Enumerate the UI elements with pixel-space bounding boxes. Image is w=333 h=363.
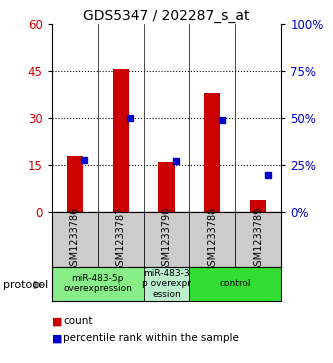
Text: GDS5347 / 202287_s_at: GDS5347 / 202287_s_at — [83, 9, 250, 23]
Text: ■: ■ — [52, 333, 62, 343]
Text: percentile rank within the sample: percentile rank within the sample — [63, 333, 239, 343]
Bar — [189, 267, 281, 301]
Text: GSM1233788: GSM1233788 — [207, 207, 217, 272]
Bar — [113, 69, 129, 212]
Text: ■: ■ — [52, 316, 62, 326]
Bar — [189, 212, 235, 267]
Bar — [144, 267, 189, 301]
Bar — [144, 212, 189, 267]
Text: GSM1233787: GSM1233787 — [116, 207, 126, 272]
Text: miR-483-3
p overexpr
ession: miR-483-3 p overexpr ession — [142, 269, 191, 299]
Bar — [67, 156, 83, 212]
Bar — [52, 267, 144, 301]
Bar — [159, 162, 174, 212]
Text: protocol: protocol — [3, 280, 49, 290]
Bar — [250, 200, 266, 212]
Text: control: control — [220, 279, 251, 288]
Text: miR-483-5p
overexpression: miR-483-5p overexpression — [63, 274, 132, 293]
Polygon shape — [34, 281, 43, 289]
Text: GSM1233789: GSM1233789 — [253, 207, 263, 272]
Bar — [235, 212, 281, 267]
Bar — [98, 212, 144, 267]
Bar — [52, 212, 98, 267]
Text: GSM1233790: GSM1233790 — [162, 207, 171, 272]
Text: count: count — [63, 316, 93, 326]
Bar — [204, 93, 220, 212]
Text: GSM1233786: GSM1233786 — [70, 207, 80, 272]
